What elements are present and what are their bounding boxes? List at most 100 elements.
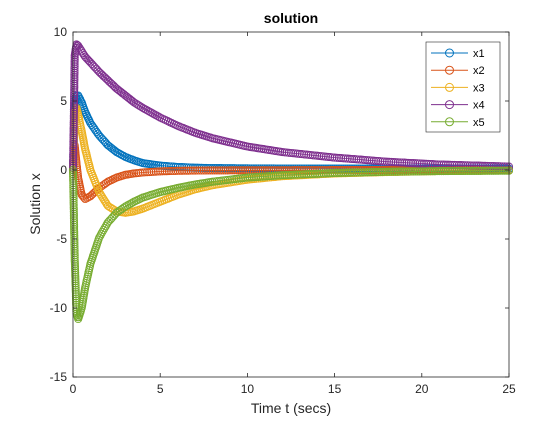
data-point [465, 166, 474, 175]
data-point [70, 64, 79, 73]
legend-item-x2: x2 [431, 65, 485, 77]
legend-label: x2 [473, 65, 485, 77]
data-point [369, 168, 378, 177]
data-point [193, 166, 202, 175]
data-point [69, 129, 78, 138]
data-point [69, 120, 78, 129]
axes-layer: 0 5 10 15 20 25 10 5 0 -5 -10 -15 [50, 25, 516, 396]
data-point [158, 161, 167, 170]
data-point [347, 154, 357, 164]
data-point [153, 167, 163, 176]
data-point [411, 159, 420, 168]
data-point [69, 131, 78, 140]
data-point [208, 166, 217, 175]
data-point [69, 122, 78, 131]
data-point [350, 168, 359, 177]
data-point [289, 166, 298, 175]
data-point [238, 166, 248, 175]
data-point [391, 167, 400, 176]
data-point [71, 281, 80, 290]
data-point [70, 238, 79, 247]
data-point [70, 255, 79, 264]
data-point [393, 158, 402, 167]
data-point [171, 166, 180, 175]
axes-box [72, 31, 510, 378]
data-point [70, 94, 79, 103]
data-point [184, 166, 193, 175]
data-point [160, 167, 169, 176]
data-point [269, 171, 278, 180]
data-point [99, 72, 108, 81]
data-point [341, 168, 350, 177]
data-point [398, 167, 407, 176]
data-point [461, 161, 470, 170]
data-point [95, 67, 104, 77]
data-point [404, 167, 413, 176]
data-point [147, 167, 156, 176]
data-point [393, 167, 402, 176]
data-point [345, 168, 354, 177]
x-tick-label: 15 [328, 382, 342, 396]
data-point [422, 167, 431, 176]
data-point [188, 166, 197, 175]
data-point [273, 171, 282, 180]
data-point [409, 167, 418, 176]
data-point [411, 167, 420, 176]
data-point [474, 161, 483, 170]
data-point [70, 96, 79, 105]
data-point [71, 270, 80, 279]
data-point [400, 167, 409, 176]
data-point [70, 233, 79, 242]
data-point [70, 83, 79, 92]
data-point [302, 170, 311, 179]
data-point [69, 118, 78, 127]
data-point [352, 168, 361, 177]
data-point [69, 98, 79, 108]
data-point [289, 170, 298, 179]
data-point [417, 167, 426, 176]
data-point [319, 169, 328, 178]
data-point [252, 172, 261, 182]
data-point [232, 166, 241, 175]
legend-item-x4: x4 [431, 100, 485, 112]
data-point [308, 169, 317, 179]
data-point [282, 166, 291, 175]
data-point [265, 172, 274, 181]
data-point [69, 105, 78, 114]
data-point [304, 170, 313, 179]
data-point [291, 166, 300, 175]
legend: x1 x2 x3 x4 x5 [425, 41, 501, 133]
data-point [310, 169, 320, 178]
data-point [378, 167, 387, 176]
data-point [382, 157, 391, 166]
data-point [491, 166, 500, 175]
data-point [98, 70, 107, 79]
data-point [70, 240, 79, 249]
data-point [69, 194, 78, 203]
data-point [485, 161, 494, 171]
data-point [472, 166, 481, 175]
data-point [70, 249, 79, 258]
data-point [70, 81, 79, 90]
data-point [69, 109, 78, 118]
data-point [103, 76, 112, 85]
data-point [391, 158, 400, 167]
data-point [86, 192, 95, 201]
data-point [69, 107, 78, 116]
data-point [87, 190, 96, 199]
x-tick-label: 0 [70, 382, 77, 396]
data-point [459, 166, 468, 176]
data-point [69, 127, 78, 136]
data-point [230, 166, 239, 175]
y-tick-label: 5 [60, 94, 67, 108]
data-point [456, 166, 466, 176]
legend-marker [445, 48, 454, 58]
data-point [478, 161, 487, 170]
data-point [463, 166, 472, 175]
data-point [293, 170, 302, 179]
data-point [69, 114, 78, 123]
data-point [284, 170, 293, 180]
data-point [212, 166, 221, 175]
data-point [102, 74, 111, 83]
